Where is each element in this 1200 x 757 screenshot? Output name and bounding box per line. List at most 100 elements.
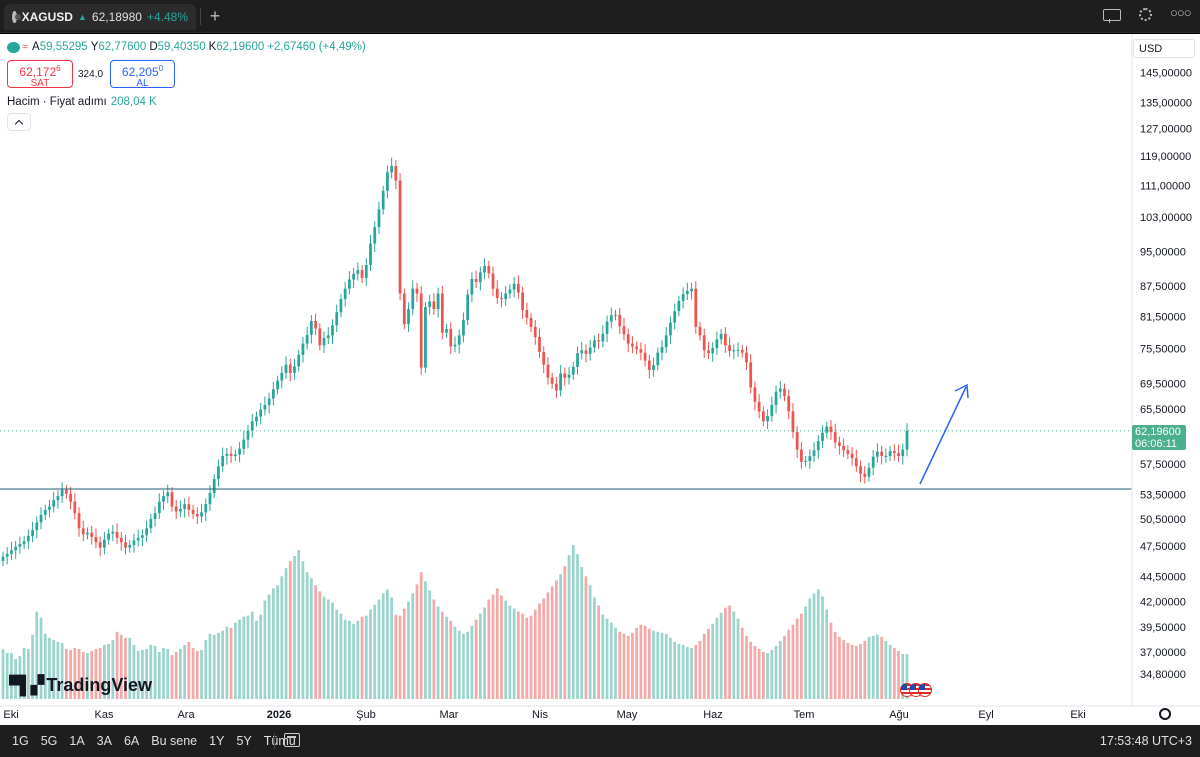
volume-bar — [821, 596, 824, 699]
candle-body — [525, 310, 529, 318]
volume-bar — [238, 619, 241, 699]
candle-body — [664, 335, 668, 347]
candle-body — [31, 530, 34, 537]
candle-body — [276, 380, 279, 390]
volume-bar — [394, 614, 398, 699]
candle-body — [26, 536, 30, 542]
range-button[interactable]: 1Y — [209, 734, 225, 748]
buy-button[interactable]: 62,20500 AL — [110, 60, 175, 89]
time-axis-label: Eyl — [978, 709, 994, 721]
candle-body — [901, 449, 905, 456]
trend-arrow-line — [919, 386, 967, 485]
volume-bar — [533, 609, 537, 699]
us-flag-icon[interactable] — [918, 683, 932, 697]
currency-select[interactable]: USD — [1133, 39, 1195, 58]
volume-bar — [563, 566, 567, 699]
volume-bar — [783, 635, 786, 699]
candle-body — [546, 364, 550, 378]
candle-body — [369, 243, 372, 265]
candle-body — [795, 432, 799, 450]
tradingview-logo[interactable]: ▀▌▞ TradingView — [9, 675, 152, 696]
candle-body — [81, 528, 85, 535]
volume-bar — [715, 617, 719, 699]
volume-bar — [153, 645, 157, 699]
volume-bar — [419, 572, 423, 699]
volume-bar — [871, 635, 875, 699]
volume-bar — [145, 648, 148, 699]
volume-bar — [618, 631, 622, 699]
time-axis-label: 2026 — [266, 709, 292, 721]
candle-body — [52, 500, 56, 507]
candle-body — [445, 328, 448, 333]
price-axis-label: 95,00000 — [1140, 246, 1186, 258]
layout-icon[interactable] — [1103, 8, 1121, 23]
volume-bar — [702, 633, 706, 699]
candle-body — [470, 279, 474, 295]
events-markers[interactable] — [900, 683, 932, 697]
volume-bar — [369, 609, 372, 699]
volume-bar — [98, 647, 102, 699]
candle-body — [119, 537, 123, 543]
volume-bar — [170, 655, 174, 699]
chart-canvas[interactable]: 145,00000 135,00000 127,00000 119,00000 111,… — [0, 34, 1200, 725]
candle-body — [394, 166, 398, 181]
volume-bar — [242, 616, 246, 699]
candle-body — [631, 343, 634, 347]
symbol-tab[interactable]: XAGUSD ▲ 62,18980 +4.48% — [4, 4, 196, 30]
volume-bar — [850, 644, 854, 699]
volume-bar — [18, 656, 22, 699]
volume-bar — [407, 601, 410, 699]
candle-body — [153, 513, 157, 519]
range-button[interactable]: Tümü — [263, 734, 296, 748]
range-button[interactable]: 3A — [96, 734, 112, 748]
candle-body — [766, 416, 769, 422]
chart-pane[interactable]: 145,00000 135,00000 127,00000 119,00000 111,… — [0, 34, 1200, 725]
calendar-goto-icon[interactable] — [284, 733, 300, 747]
axis-settings-icon[interactable] — [1159, 708, 1171, 720]
volume-bar — [318, 591, 322, 699]
collapse-legend-button[interactable] — [7, 113, 31, 131]
volume-bar — [757, 648, 761, 699]
volume-bar — [555, 580, 558, 699]
volume-bar — [132, 644, 136, 699]
visibility-icon[interactable] — [7, 41, 20, 53]
volume-bar — [301, 561, 305, 699]
volume-bar — [571, 544, 575, 699]
range-button[interactable]: 1G — [12, 734, 29, 748]
sell-button[interactable]: 62,17260 SAT — [7, 60, 73, 89]
range-button[interactable]: 1A — [69, 734, 85, 748]
price-axis-label: 69,50000 — [1140, 379, 1186, 391]
candle-body — [897, 453, 900, 456]
volume-bar — [778, 640, 782, 699]
range-button[interactable]: 6A — [123, 734, 140, 748]
volume-bar — [166, 648, 170, 699]
more-icon[interactable]: ○○○ — [1170, 4, 1192, 20]
candle-body — [212, 478, 216, 493]
candle-body — [352, 273, 355, 280]
clock[interactable]: 17:53:48 UTC+3 — [1099, 734, 1192, 748]
volume-bar — [259, 614, 263, 699]
wave-icon[interactable]: ≈ — [22, 41, 29, 53]
candle-body — [124, 542, 127, 548]
range-button[interactable]: Bu sene — [151, 734, 198, 748]
candle-body — [892, 450, 896, 454]
add-tab-button[interactable]: + — [209, 6, 221, 26]
volume-bar — [246, 615, 250, 699]
volume-bar — [331, 602, 334, 699]
volume-bar — [762, 652, 765, 699]
gear-icon[interactable] — [1139, 8, 1152, 21]
price-axis-label: 53,50000 — [1140, 490, 1186, 502]
candle-body — [402, 293, 406, 325]
volume-bar — [86, 653, 89, 699]
range-button[interactable]: 5G — [40, 734, 58, 748]
candle-body — [136, 537, 140, 541]
range-button[interactable]: 5Y — [236, 734, 252, 748]
tab-divider — [200, 8, 201, 25]
volume-bar — [187, 641, 191, 699]
candle-body — [221, 455, 225, 467]
candle-body — [415, 288, 419, 294]
spread-value: 324,0 — [78, 69, 104, 80]
volume-bar — [221, 630, 225, 699]
time-axis[interactable]: Eki Kas Ara 2026 Şub Mar Nis May Haz Tem Ağu Eyl Eki — [0, 706, 1200, 725]
volume-bar — [867, 636, 871, 699]
